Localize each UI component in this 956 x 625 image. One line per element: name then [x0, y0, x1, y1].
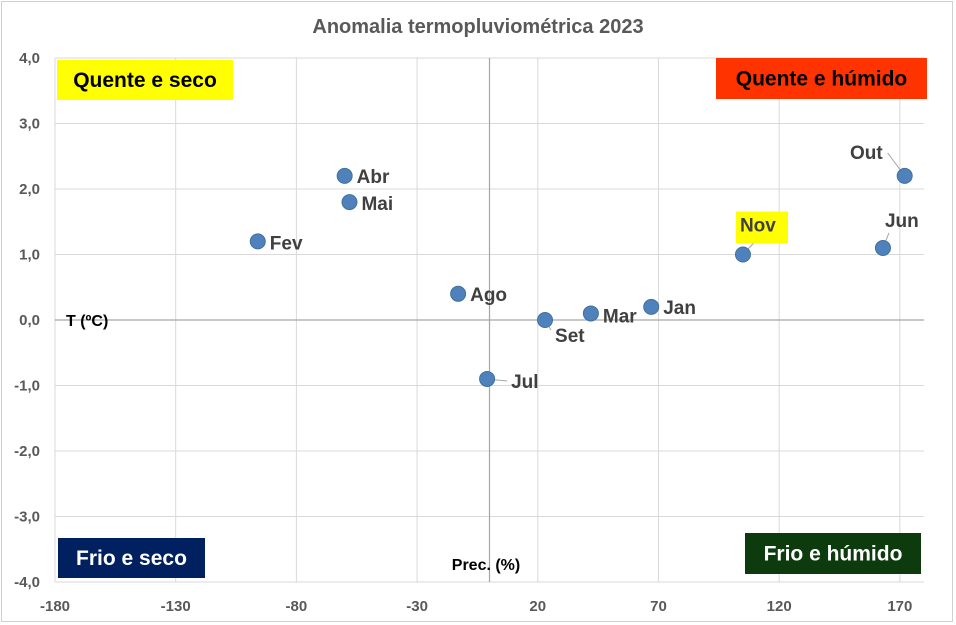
quadrant-box-frio-e-humido — [745, 533, 921, 574]
data-point-abr — [336, 167, 353, 184]
tick-labels: -180 -130 -80 -30 20 70 120 170 4,0 3,0 2,0 1,0 0,0 -… — [14, 50, 912, 615]
data-point-nov — [734, 246, 751, 263]
data-points — [249, 167, 913, 387]
y-tick-label: 2,0 — [19, 181, 40, 198]
y-tick-label: 1,0 — [19, 247, 40, 264]
data-label-mar: Mar — [603, 306, 637, 327]
data-label-set: Set — [555, 326, 585, 347]
quadrant-label-quente-e-seco: Quente e seco — [73, 69, 217, 92]
data-point-mar — [582, 305, 599, 322]
quadrant-label-frio-e-humido: Frio e húmido — [764, 543, 903, 566]
y-tick-label: -3,0 — [14, 509, 40, 526]
data-label-jun: Jun — [885, 211, 919, 232]
data-point-mai — [341, 194, 358, 211]
y-tick-label: -1,0 — [14, 378, 40, 395]
data-label-fev: Fev — [270, 233, 303, 254]
data-point-set — [537, 312, 554, 328]
data-label-out: Out — [850, 143, 883, 164]
x-axis-title: Prec. (%) — [452, 557, 520, 574]
quadrant-labels: Quente e seco Quente e húmido Frio e seco F… — [57, 58, 927, 578]
x-tick-label: 20 — [529, 598, 546, 615]
axis-layer — [55, 58, 924, 582]
x-tick-label: 120 — [767, 598, 792, 615]
point-labels: Jan Fev Mar Abr Mai Jun Jul Ago Set Out Nov — [270, 143, 919, 393]
data-point-jun — [874, 239, 891, 256]
data-point-ago — [450, 285, 467, 302]
x-tick-label: -130 — [161, 598, 191, 615]
leader-lines — [487, 152, 906, 382]
label-highlight-nov — [735, 211, 788, 244]
data-point-jan — [643, 298, 660, 315]
y-tick-label: -2,0 — [14, 443, 40, 460]
data-point-jul — [479, 370, 496, 387]
x-tick-label: -180 — [40, 598, 70, 615]
quadrant-label-frio-e-seco: Frio e seco — [76, 547, 187, 570]
quadrant-box-quente-e-humido — [716, 58, 927, 99]
x-tick-label: 170 — [887, 598, 912, 615]
x-tick-label: -80 — [286, 598, 308, 615]
y-axis-title: T (ºC) — [66, 313, 108, 330]
y-tick-label: -4,0 — [14, 574, 40, 591]
quadrant-label-quente-e-humido: Quente e húmido — [736, 68, 908, 91]
data-label-ago: Ago — [470, 285, 507, 306]
quadrant-box-quente-e-seco — [57, 60, 233, 100]
data-point-fev — [249, 233, 266, 250]
quadrant-box-frio-e-seco — [58, 538, 205, 578]
x-tick-label: 70 — [650, 598, 667, 615]
data-label-mai: Mai — [361, 194, 393, 215]
data-label-abr: Abr — [357, 167, 390, 188]
x-tick-label: -30 — [406, 598, 428, 615]
data-label-jan: Jan — [663, 298, 696, 319]
chart-title: Anomalia termopluviométrica 2023 — [312, 16, 643, 38]
data-label-jul: Jul — [511, 372, 538, 393]
y-tick-label: 3,0 — [19, 116, 40, 133]
y-tick-label: 0,0 — [19, 312, 40, 329]
y-tick-label: 4,0 — [19, 50, 40, 67]
data-point-out — [896, 167, 913, 184]
data-label-nov: Nov — [740, 216, 776, 237]
